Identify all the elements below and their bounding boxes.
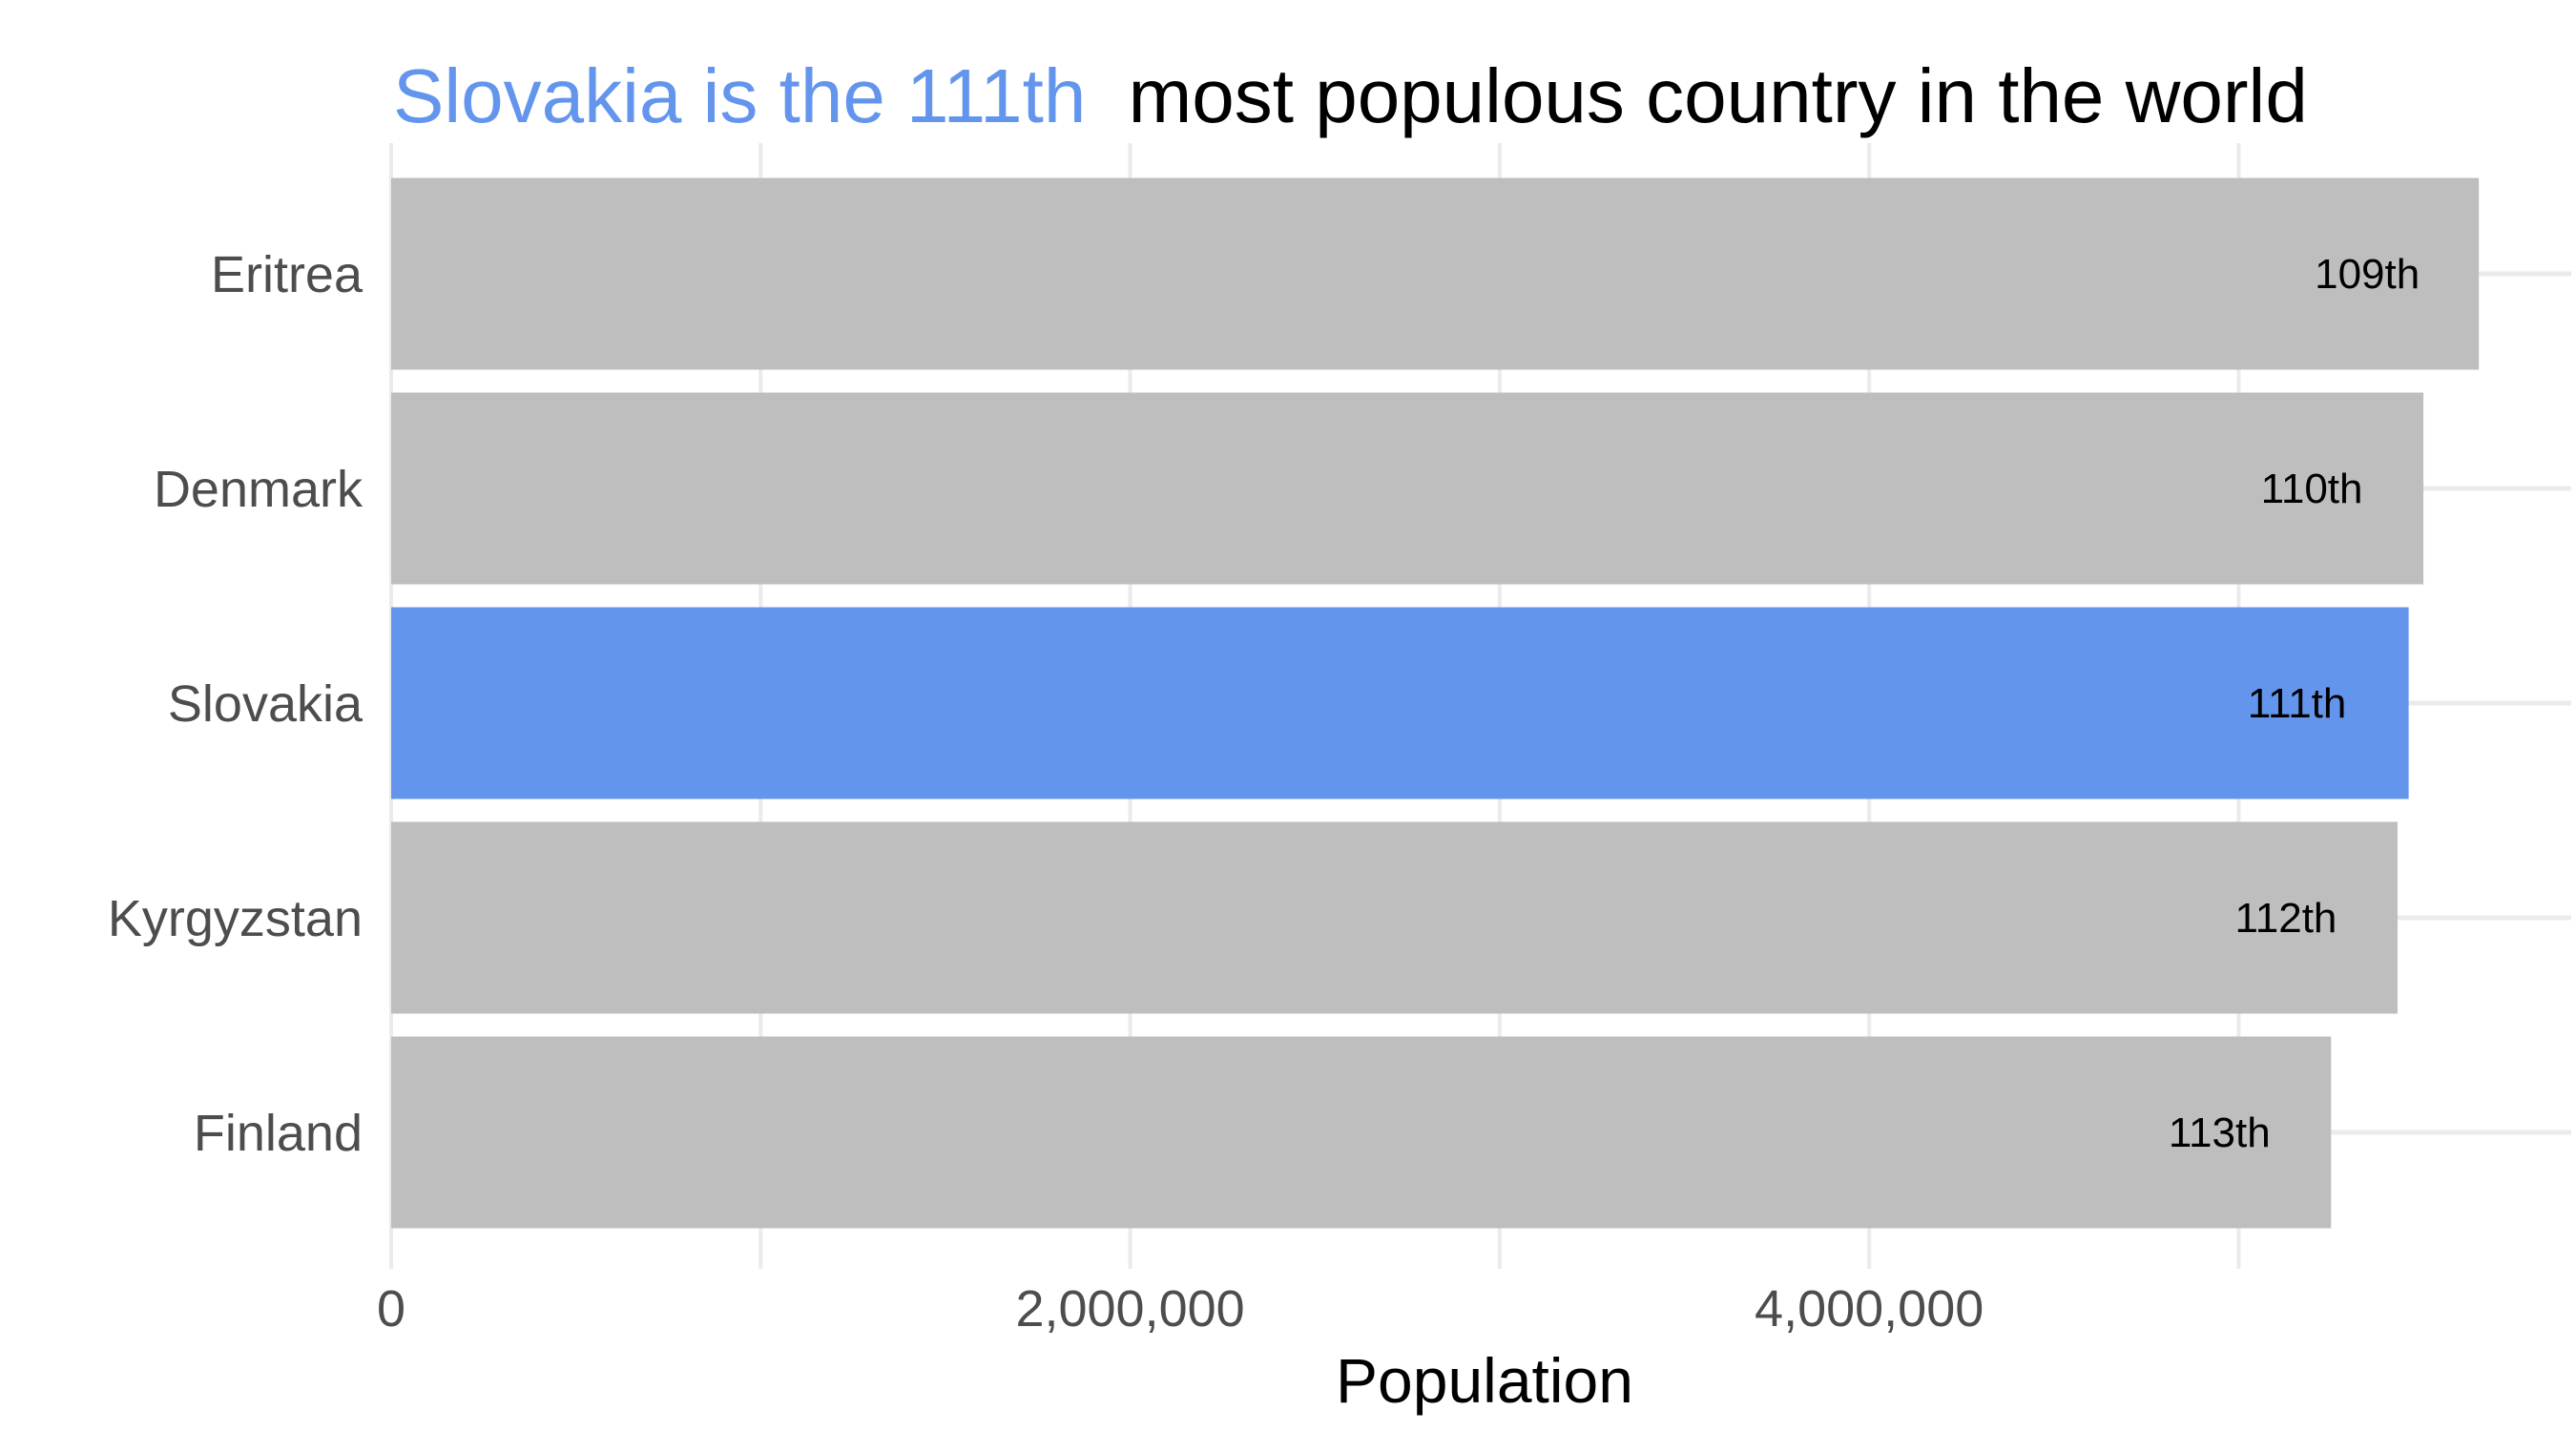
y-axis-tick-labels: Eritrea Denmark Slovakia Kyrgyzstan Finland: [108, 246, 364, 1162]
data-label-finland: 113th: [2169, 1110, 2271, 1156]
data-label-eritrea: 109th: [2315, 251, 2420, 298]
chart-title-highlight: Slovakia is the 111th: [393, 53, 1086, 138]
bar-denmark: [391, 392, 2424, 585]
data-label-denmark: 110th: [2261, 466, 2363, 512]
data-label-kyrgyzstan: 112th: [2235, 895, 2337, 942]
chart-title: Slovakia is the 111th most populous coun…: [393, 53, 2308, 138]
bar-eritrea: [391, 177, 2480, 370]
x-tick-label: 2,000,000: [1015, 1280, 1244, 1338]
y-tick-label-finland: Finland: [194, 1105, 363, 1162]
bar-slovakia: [391, 607, 2409, 799]
x-axis-title: Population: [1336, 1345, 1633, 1416]
y-tick-label-slovakia: Slovakia: [168, 675, 364, 733]
data-label-slovakia: 111th: [2248, 680, 2347, 727]
bar-finland: [391, 1036, 2332, 1229]
bars: [391, 177, 2480, 1229]
y-tick-label-denmark: Denmark: [154, 461, 364, 518]
x-axis-tick-labels: 0 2,000,000 4,000,000: [377, 1280, 1984, 1338]
data-labels: 109th 110th 111th 112th 113th: [2169, 251, 2420, 1156]
chart-title-rest: most populous country in the world: [1129, 53, 2308, 138]
y-tick-label-kyrgyzstan: Kyrgyzstan: [108, 890, 363, 947]
x-tick-label: 0: [377, 1280, 405, 1338]
x-tick-label: 4,000,000: [1755, 1280, 1984, 1338]
bar-kyrgyzstan: [391, 821, 2398, 1014]
y-tick-label-eritrea: Eritrea: [211, 246, 364, 303]
